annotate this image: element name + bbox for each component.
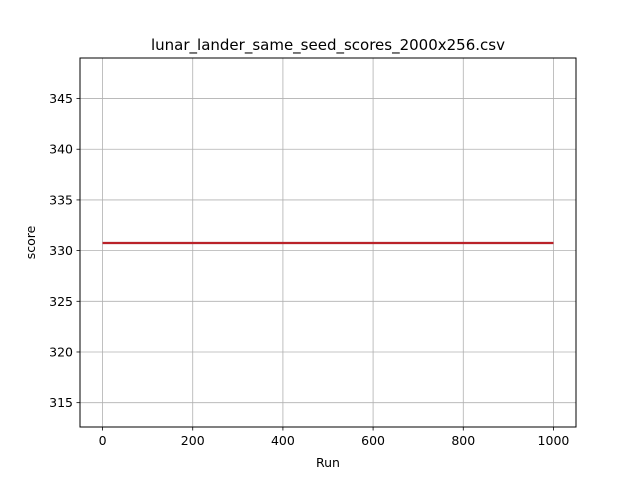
chart-title: lunar_lander_same_seed_scores_2000x256.c…	[151, 36, 505, 55]
x-tick-label: 0	[99, 433, 107, 448]
x-tick-label: 1000	[538, 433, 570, 448]
y-ticks: 315 320 325 330 335 340 345	[49, 91, 80, 410]
y-tick-label: 340	[49, 142, 73, 157]
x-tick-label: 600	[361, 433, 385, 448]
x-tick-label: 800	[451, 433, 475, 448]
x-tick-label: 200	[181, 433, 205, 448]
y-tick-label: 335	[49, 192, 73, 207]
y-tick-label: 325	[49, 294, 73, 309]
y-tick-label: 320	[49, 344, 73, 359]
plot-frame	[79, 57, 577, 428]
y-axis-label: score	[23, 225, 38, 259]
y-tick-label: 330	[49, 243, 73, 258]
x-axis-label: Run	[316, 455, 340, 470]
x-tick-label: 400	[271, 433, 295, 448]
y-tick-label: 345	[49, 91, 73, 106]
x-ticks: 0 200 400 600 800 1000	[99, 427, 570, 448]
y-tick-label: 315	[49, 395, 73, 410]
